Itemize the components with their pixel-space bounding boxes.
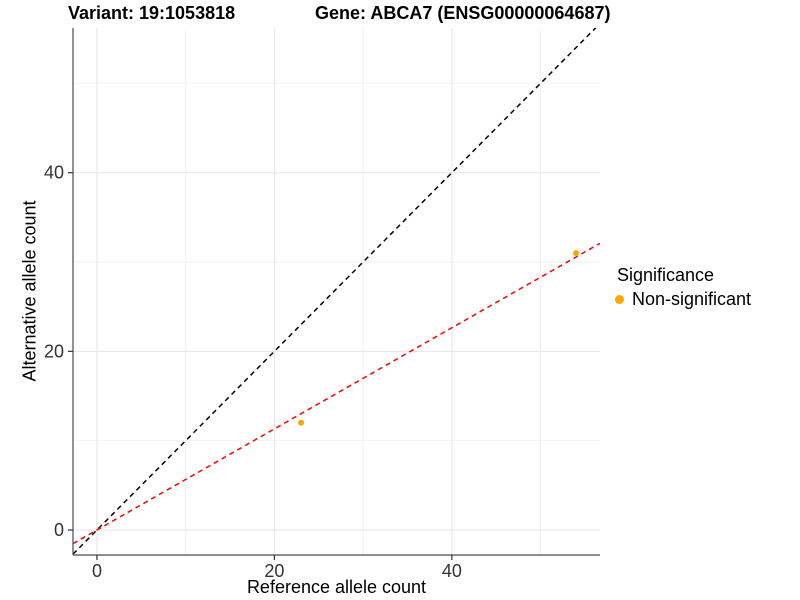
- legend-point-icon: [615, 295, 624, 304]
- legend-item-non-significant: Non-significant: [611, 289, 751, 310]
- data-point: [573, 250, 580, 257]
- fit-line: [73, 242, 600, 545]
- y-tick-label: 0: [54, 520, 64, 540]
- variant-title: Variant: 19:1053818: [68, 3, 236, 23]
- y-tick-label: 20: [44, 341, 64, 361]
- legend-item-label: Non-significant: [632, 289, 752, 309]
- gene-title: Gene: ABCA7 (ENSG00000064687): [315, 3, 611, 23]
- x-tick-label: 40: [442, 561, 462, 581]
- y-tick-label: 40: [44, 163, 64, 183]
- legend: Significance Non-significant: [611, 265, 751, 310]
- x-tick-label: 0: [92, 561, 102, 581]
- x-tick-label: 20: [264, 561, 284, 581]
- identity-line: [73, 28, 597, 555]
- x-axis-title: Reference allele count: [246, 577, 427, 597]
- data-point: [298, 419, 305, 426]
- legend-title: Significance: [617, 265, 715, 285]
- y-axis-title: Alternative allele count: [19, 200, 40, 382]
